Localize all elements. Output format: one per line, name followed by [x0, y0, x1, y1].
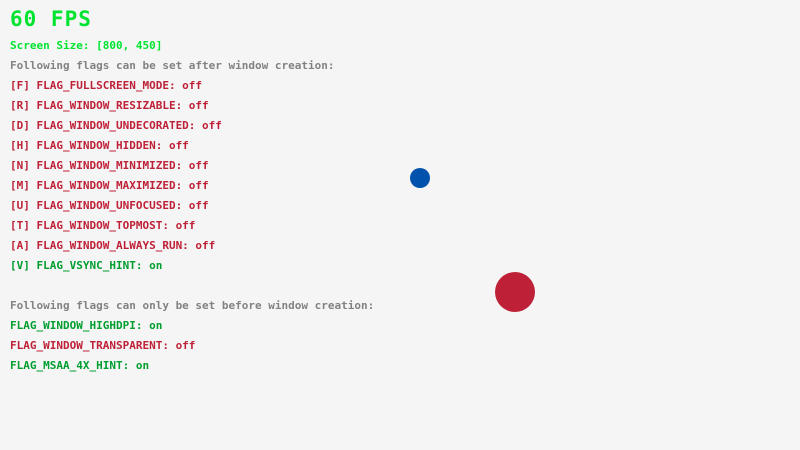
flag-window-highdpi: FLAG_WINDOW_HIGHDPI: on	[10, 319, 163, 332]
flag-window-resizable: [R] FLAG_WINDOW_RESIZABLE: off	[10, 99, 209, 112]
flag-window-minimized: [N] FLAG_WINDOW_MINIMIZED: off	[10, 159, 209, 172]
fps-counter: 60 FPS	[10, 7, 92, 31]
flag-window-undecorated: [D] FLAG_WINDOW_UNDECORATED: off	[10, 119, 222, 132]
blue-ball	[410, 168, 430, 188]
blue-ball-circle	[410, 168, 430, 188]
flag-msaa-4x-hint: FLAG_MSAA_4X_HINT: on	[10, 359, 150, 372]
section-before-heading: Following flags can only be set before w…	[10, 299, 375, 312]
flag-window-unfocused: [U] FLAG_WINDOW_UNFOCUSED: off	[10, 199, 209, 212]
flag-fullscreen-mode: [F] FLAG_FULLSCREEN_MODE: off	[10, 79, 203, 92]
flag-window-transparent: FLAG_WINDOW_TRANSPARENT: off	[10, 339, 196, 352]
section-after-heading: Following flags can be set after window …	[10, 59, 335, 72]
flag-window-hidden: [H] FLAG_WINDOW_HIDDEN: off	[10, 139, 189, 152]
flag-window-always-run: [A] FLAG_WINDOW_ALWAYS_RUN: off	[10, 239, 216, 252]
flag-window-maximized: [M] FLAG_WINDOW_MAXIMIZED: off	[10, 179, 209, 192]
red-ball-circle	[495, 272, 535, 312]
flag-window-topmost: [T] FLAG_WINDOW_TOPMOST: off	[10, 219, 196, 232]
flag-vsync-hint: [V] FLAG_VSYNC_HINT: on	[10, 259, 163, 272]
screen-size-label: Screen Size: [800, 450]	[10, 39, 163, 52]
red-ball	[495, 272, 535, 312]
